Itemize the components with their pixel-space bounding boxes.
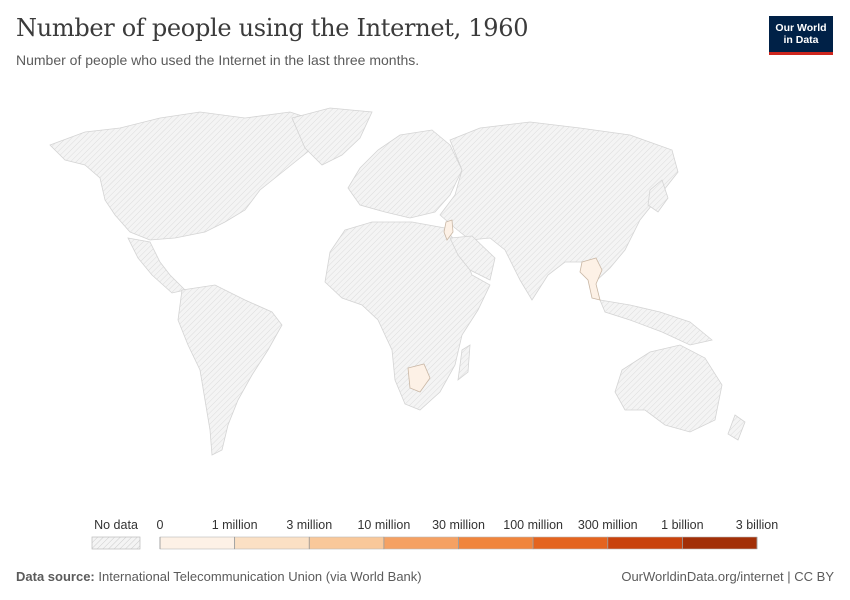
page-title: Number of people using the Internet, 196…: [16, 14, 529, 42]
region-arabia[interactable]: [449, 235, 496, 281]
legend-label-4: 30 million: [432, 518, 485, 532]
region-central-america[interactable]: [127, 237, 186, 294]
legend-swatch-7: [682, 536, 758, 550]
region-greenland[interactable]: [291, 107, 373, 166]
legend-swatch-6: [607, 536, 683, 550]
country-botswana[interactable]: [407, 363, 431, 393]
legend-label-6: 300 million: [577, 518, 638, 532]
legend-label-8: 3 billion: [735, 518, 779, 532]
legend-swatch-0: [159, 536, 235, 550]
region-north-america[interactable]: [49, 111, 351, 241]
legend-swatch-1: [234, 536, 310, 550]
country-thailand[interactable]: [579, 257, 603, 301]
data-source-text[interactable]: International Telecommunication Union (v…: [98, 569, 422, 584]
region-southeast-asia-islands[interactable]: [599, 299, 713, 346]
legend-swatch-3: [383, 536, 459, 550]
region-asia[interactable]: [439, 121, 679, 301]
page-subtitle: Number of people who used the Internet i…: [16, 52, 420, 68]
country-israel[interactable]: [443, 219, 454, 241]
legend-swatch-no-data: [91, 536, 141, 550]
legend-no-data-label: No data: [94, 518, 138, 532]
region-europe[interactable]: [347, 129, 463, 219]
legend-bar: [91, 536, 758, 550]
region-australia[interactable]: [614, 344, 723, 433]
source-link[interactable]: OurWorldinData.org/internet | CC BY: [621, 569, 834, 584]
legend-label-7: 1 billion: [661, 518, 704, 532]
world-map[interactable]: [0, 95, 850, 495]
legend-label-1: 1 million: [211, 518, 258, 532]
legend-label-5: 100 million: [503, 518, 564, 532]
logo-line-2: in Data: [783, 34, 819, 46]
legend-label-3: 10 million: [357, 518, 411, 532]
data-source: Data source: International Telecommunica…: [16, 569, 422, 584]
region-japan[interactable]: [647, 179, 669, 213]
data-source-label: Data source:: [16, 569, 95, 584]
legend-swatch-4: [458, 536, 534, 550]
region-new-zealand[interactable]: [727, 414, 746, 441]
region-madagascar[interactable]: [457, 344, 471, 381]
logo-line-1: Our World: [775, 22, 827, 34]
legend-label-0: 0: [156, 518, 164, 532]
legend-label-2: 3 million: [286, 518, 333, 532]
owid-logo[interactable]: Our World in Data: [769, 16, 833, 55]
legend-swatch-2: [308, 536, 385, 550]
legend-swatch-5: [532, 536, 609, 550]
region-south-america[interactable]: [177, 284, 283, 456]
